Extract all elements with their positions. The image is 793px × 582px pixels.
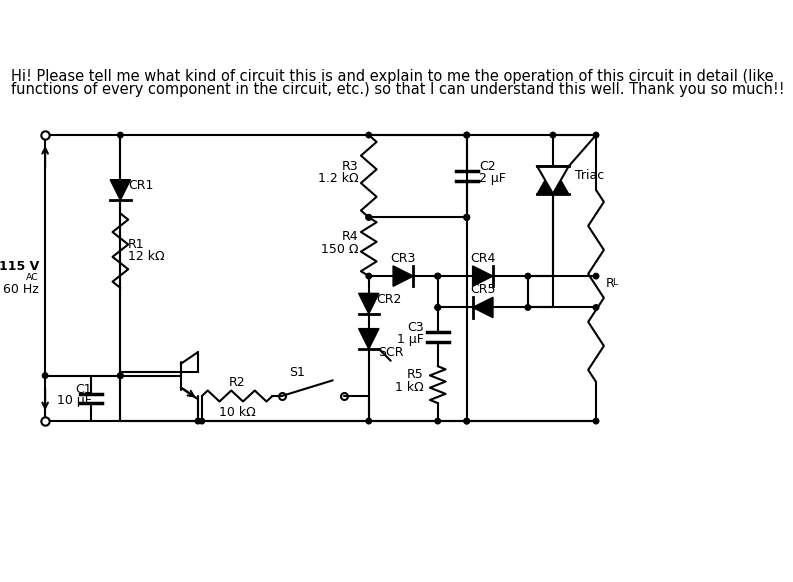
Text: 1 μF: 1 μF [396, 333, 423, 346]
Polygon shape [358, 329, 379, 349]
Circle shape [464, 215, 469, 220]
Text: 60 Hz: 60 Hz [3, 282, 39, 296]
Circle shape [366, 215, 371, 220]
Circle shape [464, 418, 469, 424]
Polygon shape [537, 166, 569, 194]
Circle shape [525, 274, 531, 279]
Circle shape [117, 373, 123, 378]
Circle shape [525, 305, 531, 310]
Text: C2: C2 [479, 160, 496, 173]
Text: 115 V: 115 V [0, 260, 39, 273]
Circle shape [464, 132, 469, 138]
Circle shape [464, 132, 469, 138]
Text: C3: C3 [407, 321, 423, 333]
Polygon shape [537, 166, 569, 194]
Circle shape [464, 215, 469, 220]
Circle shape [435, 305, 440, 310]
Text: R5: R5 [407, 368, 423, 381]
Text: 10 μF: 10 μF [57, 395, 92, 407]
Text: AC: AC [26, 273, 39, 282]
Circle shape [435, 274, 440, 279]
Text: Hi! Please tell me what kind of circuit this is and explain to me the operation : Hi! Please tell me what kind of circuit … [10, 69, 773, 84]
Text: CR4: CR4 [470, 252, 496, 265]
Text: functions of every component in the circuit, etc.) so that I can understand this: functions of every component in the circ… [10, 81, 784, 97]
Circle shape [593, 305, 599, 310]
Circle shape [435, 305, 440, 310]
Circle shape [464, 215, 469, 220]
Circle shape [366, 132, 371, 138]
Polygon shape [358, 293, 379, 314]
Circle shape [42, 373, 48, 378]
Circle shape [464, 418, 469, 424]
Text: 10 kΩ: 10 kΩ [219, 406, 255, 419]
Circle shape [366, 418, 371, 424]
Circle shape [550, 132, 556, 138]
Text: L: L [611, 278, 617, 288]
Circle shape [366, 215, 371, 220]
Text: R3: R3 [342, 160, 358, 173]
Polygon shape [473, 297, 493, 318]
Text: CR3: CR3 [391, 252, 416, 265]
Text: S1: S1 [289, 367, 305, 379]
Circle shape [366, 274, 371, 279]
Text: 150 Ω: 150 Ω [321, 243, 358, 256]
Text: CR2: CR2 [377, 293, 402, 306]
Text: Triac: Triac [575, 169, 604, 182]
Text: R: R [606, 277, 615, 290]
Circle shape [195, 418, 201, 424]
Circle shape [593, 418, 599, 424]
Text: R1: R1 [128, 238, 145, 251]
Text: CR5: CR5 [470, 283, 496, 296]
Circle shape [435, 418, 440, 424]
Circle shape [593, 132, 599, 138]
Text: 1.2 kΩ: 1.2 kΩ [318, 172, 358, 186]
Circle shape [199, 418, 205, 424]
Circle shape [593, 274, 599, 279]
Text: 2 μF: 2 μF [479, 172, 506, 186]
Circle shape [117, 132, 123, 138]
Text: CR1: CR1 [128, 179, 154, 193]
Text: 1 kΩ: 1 kΩ [395, 381, 423, 394]
Text: R4: R4 [342, 230, 358, 243]
Circle shape [435, 274, 440, 279]
Polygon shape [393, 266, 413, 286]
Polygon shape [473, 266, 493, 286]
Text: R2: R2 [229, 376, 246, 389]
Text: 12 kΩ: 12 kΩ [128, 250, 165, 264]
Polygon shape [110, 180, 131, 200]
Circle shape [117, 373, 123, 378]
Text: C1: C1 [75, 384, 92, 396]
Text: SCR: SCR [378, 346, 404, 360]
